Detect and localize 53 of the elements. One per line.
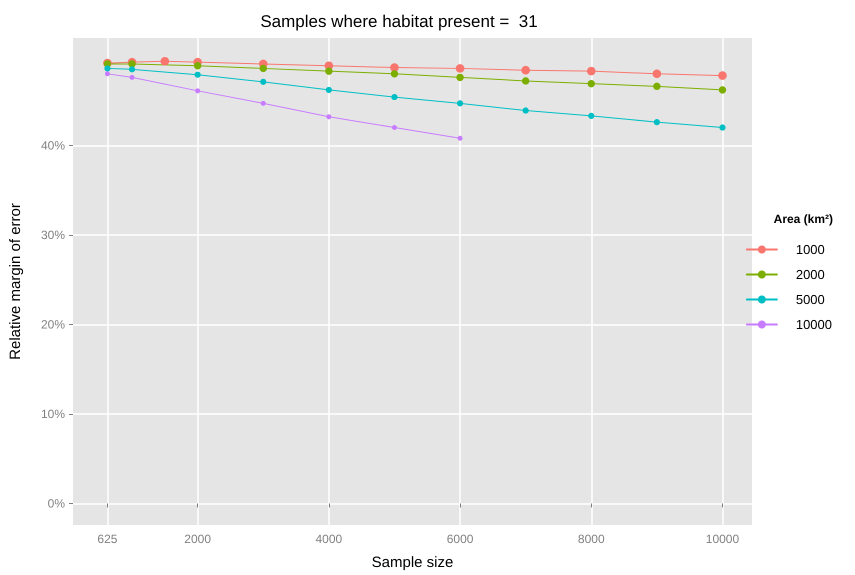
y-tick-label: 40% <box>40 138 66 152</box>
point <box>588 112 594 119</box>
chart-title: Samples where habitat present = 31 <box>260 12 538 31</box>
point <box>522 107 529 114</box>
y-tick-label: 10% <box>40 406 66 421</box>
legend-label: 2000 <box>796 267 825 282</box>
point <box>194 62 202 70</box>
point <box>718 71 727 80</box>
x-tick-label: 2000 <box>184 532 212 546</box>
point <box>130 74 135 80</box>
x-tick-label: 4000 <box>316 532 343 546</box>
x-tick-label: 10000 <box>706 532 740 546</box>
point <box>456 74 464 82</box>
x-axis-title: Sample size <box>372 554 454 571</box>
point <box>160 56 170 66</box>
point <box>128 60 136 68</box>
legend-label: 10000 <box>796 317 832 332</box>
y-axis-title: Relative margin of error <box>7 203 24 360</box>
point <box>719 124 726 131</box>
point <box>260 100 266 106</box>
point <box>521 66 530 75</box>
point <box>586 66 596 76</box>
legend-label: 5000 <box>796 292 825 307</box>
legend-label: 1000 <box>796 242 825 257</box>
point <box>326 86 332 94</box>
x-tick-label: 6000 <box>446 532 474 546</box>
point <box>456 64 464 73</box>
point <box>195 88 200 94</box>
x-tick-label: 8000 <box>578 532 605 546</box>
point <box>194 72 201 78</box>
point <box>104 71 110 76</box>
point <box>654 119 660 126</box>
point <box>104 65 111 72</box>
point <box>588 80 595 88</box>
point <box>458 136 463 141</box>
y-tick-label: 30% <box>40 228 66 242</box>
point <box>326 114 332 120</box>
point <box>522 77 530 85</box>
point <box>128 66 136 72</box>
point <box>260 78 266 85</box>
point <box>392 125 397 130</box>
point <box>652 70 662 78</box>
x-tick-label: 625 <box>97 532 118 546</box>
point <box>718 86 726 94</box>
point <box>653 82 661 90</box>
point <box>390 70 398 78</box>
point <box>391 94 398 100</box>
y-tick-label: 20% <box>40 317 66 332</box>
point <box>456 100 464 106</box>
y-tick-label: 0% <box>48 496 66 511</box>
point <box>325 67 333 75</box>
point <box>260 64 267 72</box>
legend-title: Area (km²) <box>774 212 834 226</box>
